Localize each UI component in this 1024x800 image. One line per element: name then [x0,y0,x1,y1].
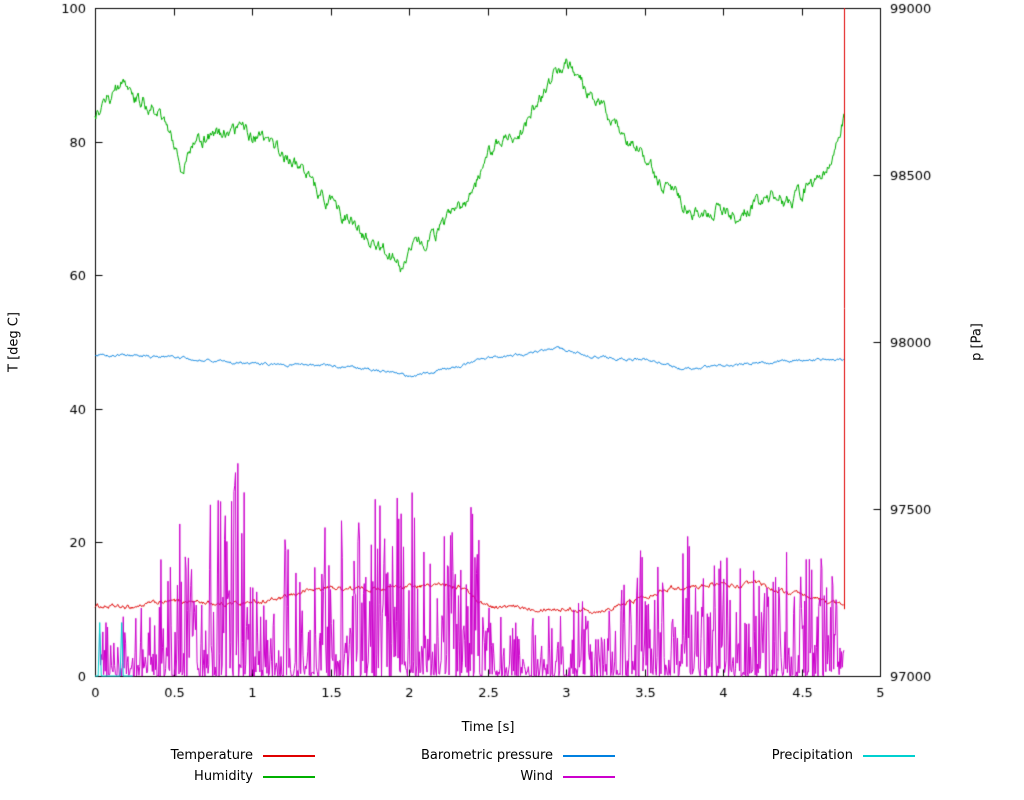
legend-empty-cell [645,769,945,784]
legend-line-barometric-pressure [563,754,615,757]
legend-item-precipitation: Precipitation [645,748,945,763]
legend-label-humidity: Humidity [194,769,253,784]
legend-item-wind: Wind [345,769,645,784]
y-axis-label-left: T [deg C] [6,312,22,372]
legend-item-barometric-pressure: Barometric pressure [345,748,645,763]
legend: Temperature Barometric pressure Precipit… [45,748,955,784]
legend-line-precipitation [863,754,915,757]
legend-line-wind [563,775,615,778]
legend-line-humidity [263,775,315,778]
legend-label-wind: Wind [520,769,553,784]
legend-label-barometric-pressure: Barometric pressure [420,748,553,763]
legend-item-temperature: Temperature [45,748,345,763]
legend-item-humidity: Humidity [45,769,345,784]
legend-label-temperature: Temperature [170,748,253,763]
x-axis-label: Time [s] [461,720,515,735]
legend-line-temperature [263,754,315,757]
legend-label-precipitation: Precipitation [771,748,853,763]
y-axis-label-right: p [Pa] [969,323,985,361]
